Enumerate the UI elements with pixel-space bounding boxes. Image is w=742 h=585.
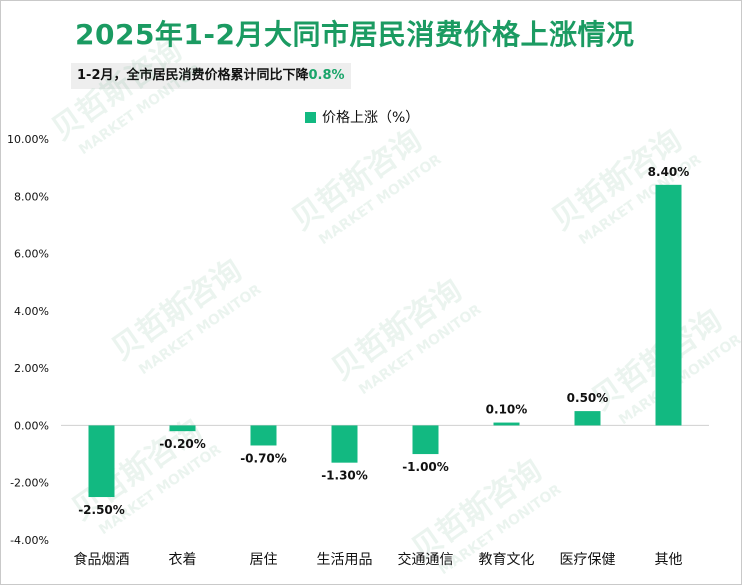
x-tick-label: 交通通信: [398, 551, 454, 568]
x-tick-label: 生活用品: [317, 552, 373, 568]
legend-label: 价格上涨（%）: [322, 110, 420, 126]
subtitle-text: 1-2月，全市居民消费价格累计同比下降: [77, 68, 309, 83]
x-tick-label: 其他: [655, 552, 683, 568]
data-label: -1.30%: [321, 469, 368, 483]
bars: [88, 184, 682, 498]
bar: [493, 422, 520, 426]
data-label: -0.20%: [159, 437, 206, 451]
y-axis-ticks: 10.00% 8.00% 6.00% 4.00% 2.00% 0.00% -2.00% -4.…: [7, 133, 49, 547]
bar: [412, 425, 439, 455]
y-tick-label: 0.00%: [14, 419, 49, 432]
data-label: -1.00%: [402, 460, 449, 474]
chart-legend: 价格上涨（%）: [305, 107, 419, 127]
y-tick-label: 4.00%: [14, 305, 49, 318]
y-tick-label: 2.00%: [14, 362, 49, 375]
bar: [169, 425, 196, 432]
x-tick-label: 衣着: [169, 552, 197, 568]
bar: [250, 425, 277, 446]
x-tick-label: 医疗保健: [560, 552, 616, 568]
data-labels: -2.50% -0.20% -0.70% -1.30% -1.00% 0.10% 0.50%…: [78, 165, 689, 517]
bar: [88, 425, 115, 498]
bar: [655, 184, 682, 426]
y-tick-label: 6.00%: [14, 248, 49, 261]
y-tick-label: 10.00%: [7, 133, 49, 146]
legend-swatch: [305, 111, 316, 123]
x-axis-labels: 食品烟酒 衣着 居住 生活用品 交通通信 教育文化 医疗保健 其他: [74, 551, 683, 568]
y-tick-label: -4.00%: [10, 534, 49, 547]
y-tick-label: 8.00%: [14, 190, 49, 203]
chart-subtitle: 1-2月，全市居民消费价格累计同比下降0.8%: [71, 63, 351, 89]
x-tick-label: 居住: [250, 552, 278, 568]
data-label: -0.70%: [240, 451, 287, 465]
x-tick-label: 教育文化: [479, 552, 535, 568]
y-tick-label: -2.00%: [10, 477, 49, 490]
x-tick-label: 食品烟酒: [74, 551, 130, 568]
data-label: 0.10%: [486, 403, 528, 417]
data-label: 0.50%: [567, 391, 609, 405]
chart-title: 2025年1-2月大同市居民消费价格上涨情况: [75, 18, 635, 51]
bar: [574, 411, 601, 426]
bar: [331, 425, 358, 463]
subtitle-highlight: 0.8%: [308, 68, 345, 83]
data-label: 8.40%: [648, 165, 690, 179]
data-label: -2.50%: [78, 503, 125, 517]
